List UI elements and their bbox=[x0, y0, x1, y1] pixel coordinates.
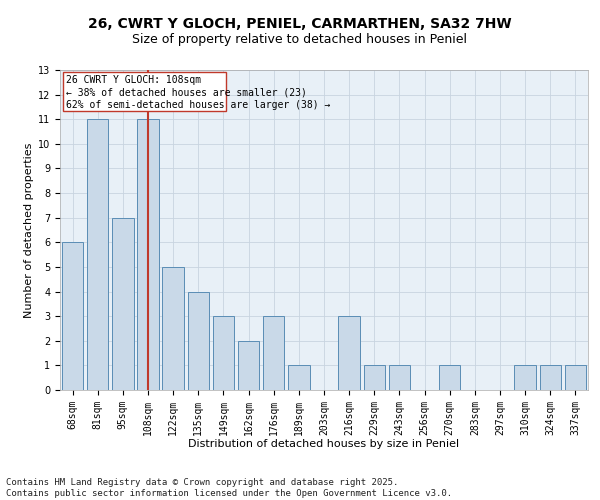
Bar bbox=[539, 366, 561, 390]
Text: Size of property relative to detached houses in Peniel: Size of property relative to detached ho… bbox=[133, 32, 467, 46]
Text: Contains HM Land Registry data © Crown copyright and database right 2025.
Contai: Contains HM Land Registry data © Crown c… bbox=[6, 478, 452, 498]
Bar bbox=[213, 316, 234, 390]
Bar bbox=[565, 366, 586, 390]
Text: 62% of semi-detached houses are larger (38) →: 62% of semi-detached houses are larger (… bbox=[66, 100, 331, 110]
Text: 26 CWRT Y GLOCH: 108sqm: 26 CWRT Y GLOCH: 108sqm bbox=[66, 75, 202, 85]
X-axis label: Distribution of detached houses by size in Peniel: Distribution of detached houses by size … bbox=[188, 439, 460, 449]
Y-axis label: Number of detached properties: Number of detached properties bbox=[24, 142, 34, 318]
Bar bbox=[163, 267, 184, 390]
FancyBboxPatch shape bbox=[62, 72, 226, 110]
Bar bbox=[288, 366, 310, 390]
Bar bbox=[137, 119, 158, 390]
Bar bbox=[389, 366, 410, 390]
Text: 26, CWRT Y GLOCH, PENIEL, CARMARTHEN, SA32 7HW: 26, CWRT Y GLOCH, PENIEL, CARMARTHEN, SA… bbox=[88, 18, 512, 32]
Bar bbox=[62, 242, 83, 390]
Bar bbox=[364, 366, 385, 390]
Bar bbox=[238, 341, 259, 390]
Bar bbox=[338, 316, 360, 390]
Bar bbox=[188, 292, 209, 390]
Bar bbox=[439, 366, 460, 390]
Bar bbox=[263, 316, 284, 390]
Bar bbox=[112, 218, 134, 390]
Bar bbox=[514, 366, 536, 390]
Bar bbox=[87, 119, 109, 390]
Text: ← 38% of detached houses are smaller (23): ← 38% of detached houses are smaller (23… bbox=[66, 87, 307, 97]
